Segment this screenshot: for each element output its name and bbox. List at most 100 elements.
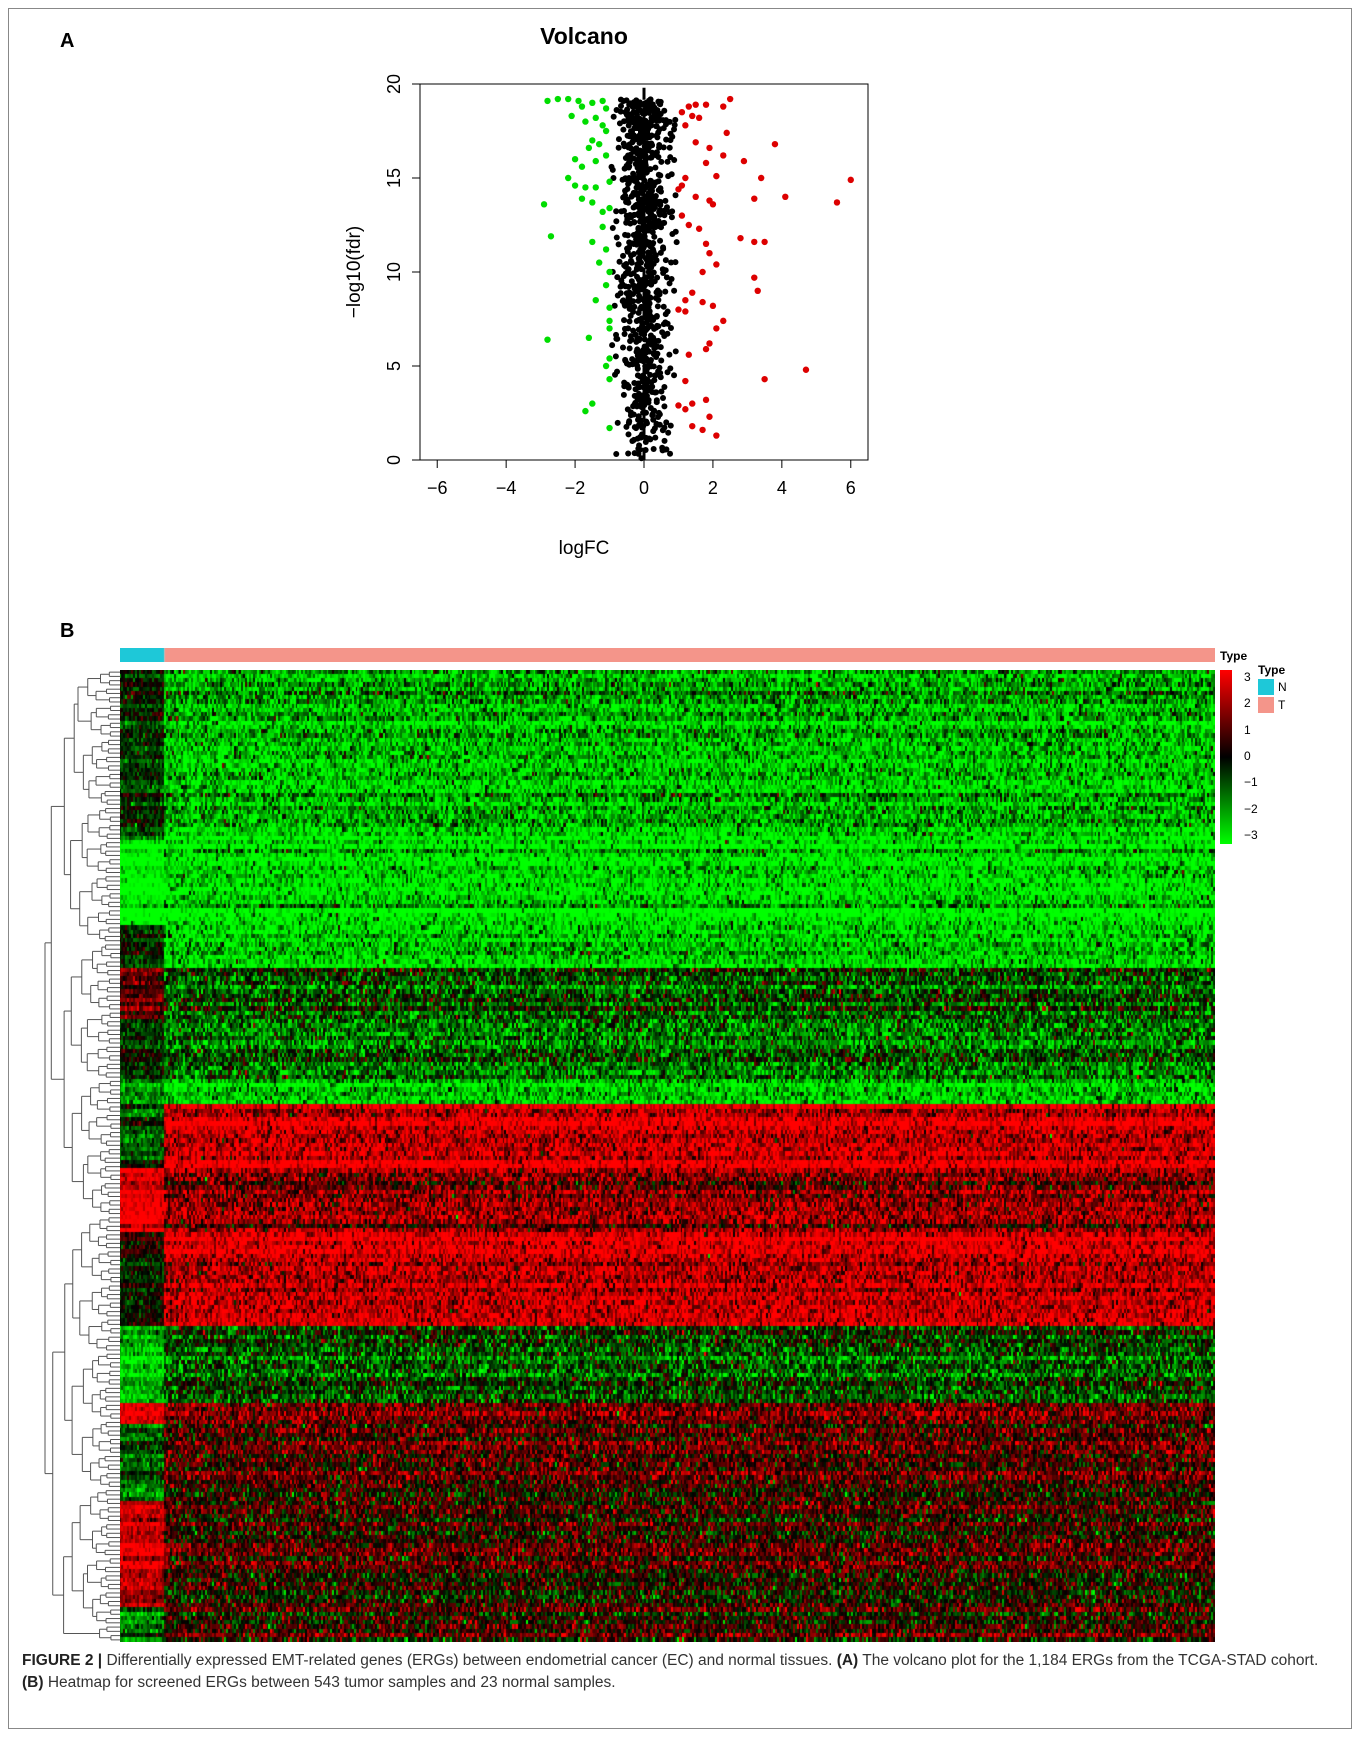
volcano-plot: Volcano −6 −4 −2 0 2 4 6 0 5 10 15 20 logFC −log10(fdr… [344,23,869,559]
point-ns [650,260,657,267]
point-ns [660,394,667,401]
point-down [585,334,593,341]
point-ns [645,132,652,139]
point-ns [661,437,668,444]
point-up [692,101,699,108]
point-ns [630,134,637,141]
caption-text-1: Differentially expressed EMT-related gen… [102,1652,837,1669]
point-down [578,195,586,202]
point-down [606,325,613,332]
point-ns [671,157,678,164]
point-down [582,118,589,125]
point-ns [619,344,626,351]
point-ns [634,365,641,372]
point-ns [615,144,622,151]
point-ns [626,318,633,325]
point-up [675,186,682,193]
point-ns [630,270,637,277]
point-ns [666,144,673,151]
point-ns [649,411,656,418]
point-ns [621,143,628,150]
type-legend: Type N T [1258,663,1287,713]
point-ns [617,283,624,290]
x-tick-label: 6 [846,478,856,498]
y-tick-label: 20 [384,74,404,94]
point-down [606,317,613,325]
point-ns [621,325,628,332]
point-ns [672,228,679,235]
point-ns [652,252,659,259]
point-up [726,95,734,103]
point-up [689,112,696,120]
point-ns [651,111,658,118]
point-down [544,336,551,343]
point-ns [633,348,640,355]
colorbar-tick-label: 0 [1244,749,1251,763]
point-ns [660,125,667,132]
point-ns [609,166,616,173]
point-ns [623,260,630,267]
y-tick-label: 0 [384,455,404,465]
point-ns [622,231,629,238]
point-ns [625,431,632,438]
point-ns [668,214,675,221]
point-ns [641,177,648,184]
point-ns [624,406,631,413]
point-ns [629,356,636,363]
point-ns [654,134,661,141]
point-ns [655,297,662,304]
point-up [702,396,710,404]
point-up [695,225,703,232]
point-ns [643,300,650,307]
point-ns [643,319,650,326]
point-ns [641,336,648,343]
point-ns [667,450,674,457]
point-up [682,297,689,304]
point-ns [623,219,630,226]
point-ns [614,274,621,281]
point-ns [623,290,630,297]
point-ns [620,391,627,398]
point-up [706,250,713,257]
point-ns [662,257,669,264]
point-up [699,268,706,276]
point-ns [650,416,657,423]
point-ns [667,365,674,372]
point-ns [643,420,650,427]
point-ns [656,291,663,298]
point-down [540,201,548,208]
point-up [751,195,758,202]
point-ns [632,103,639,110]
point-ns [630,403,637,410]
point-up [689,289,696,296]
point-up [720,103,727,110]
point-ns [635,422,642,429]
legend-swatch-n [1258,679,1274,695]
point-ns [622,302,629,309]
point-up [692,193,699,200]
point-ns [664,158,671,165]
point-down [599,122,606,129]
point-up [713,325,720,332]
point-ns [655,171,662,178]
point-ns [663,136,670,143]
point-down [592,114,599,122]
point-ns [630,308,637,315]
point-ns [644,289,651,296]
point-up [720,152,727,159]
point-ns [668,259,675,266]
point-ns [666,209,673,216]
point-ns [655,98,662,105]
point-ns [640,328,647,335]
point-up [709,201,717,208]
point-ns [632,231,639,238]
point-up [699,298,706,306]
point-ns [660,303,667,310]
point-down [599,97,606,105]
caption-text-2: The volcano plot for the 1,184 ERGs from… [858,1652,1319,1669]
point-down [602,362,610,370]
point-ns [640,372,647,379]
point-ns [637,393,644,400]
point-up [737,234,744,242]
point-ns [639,350,646,357]
